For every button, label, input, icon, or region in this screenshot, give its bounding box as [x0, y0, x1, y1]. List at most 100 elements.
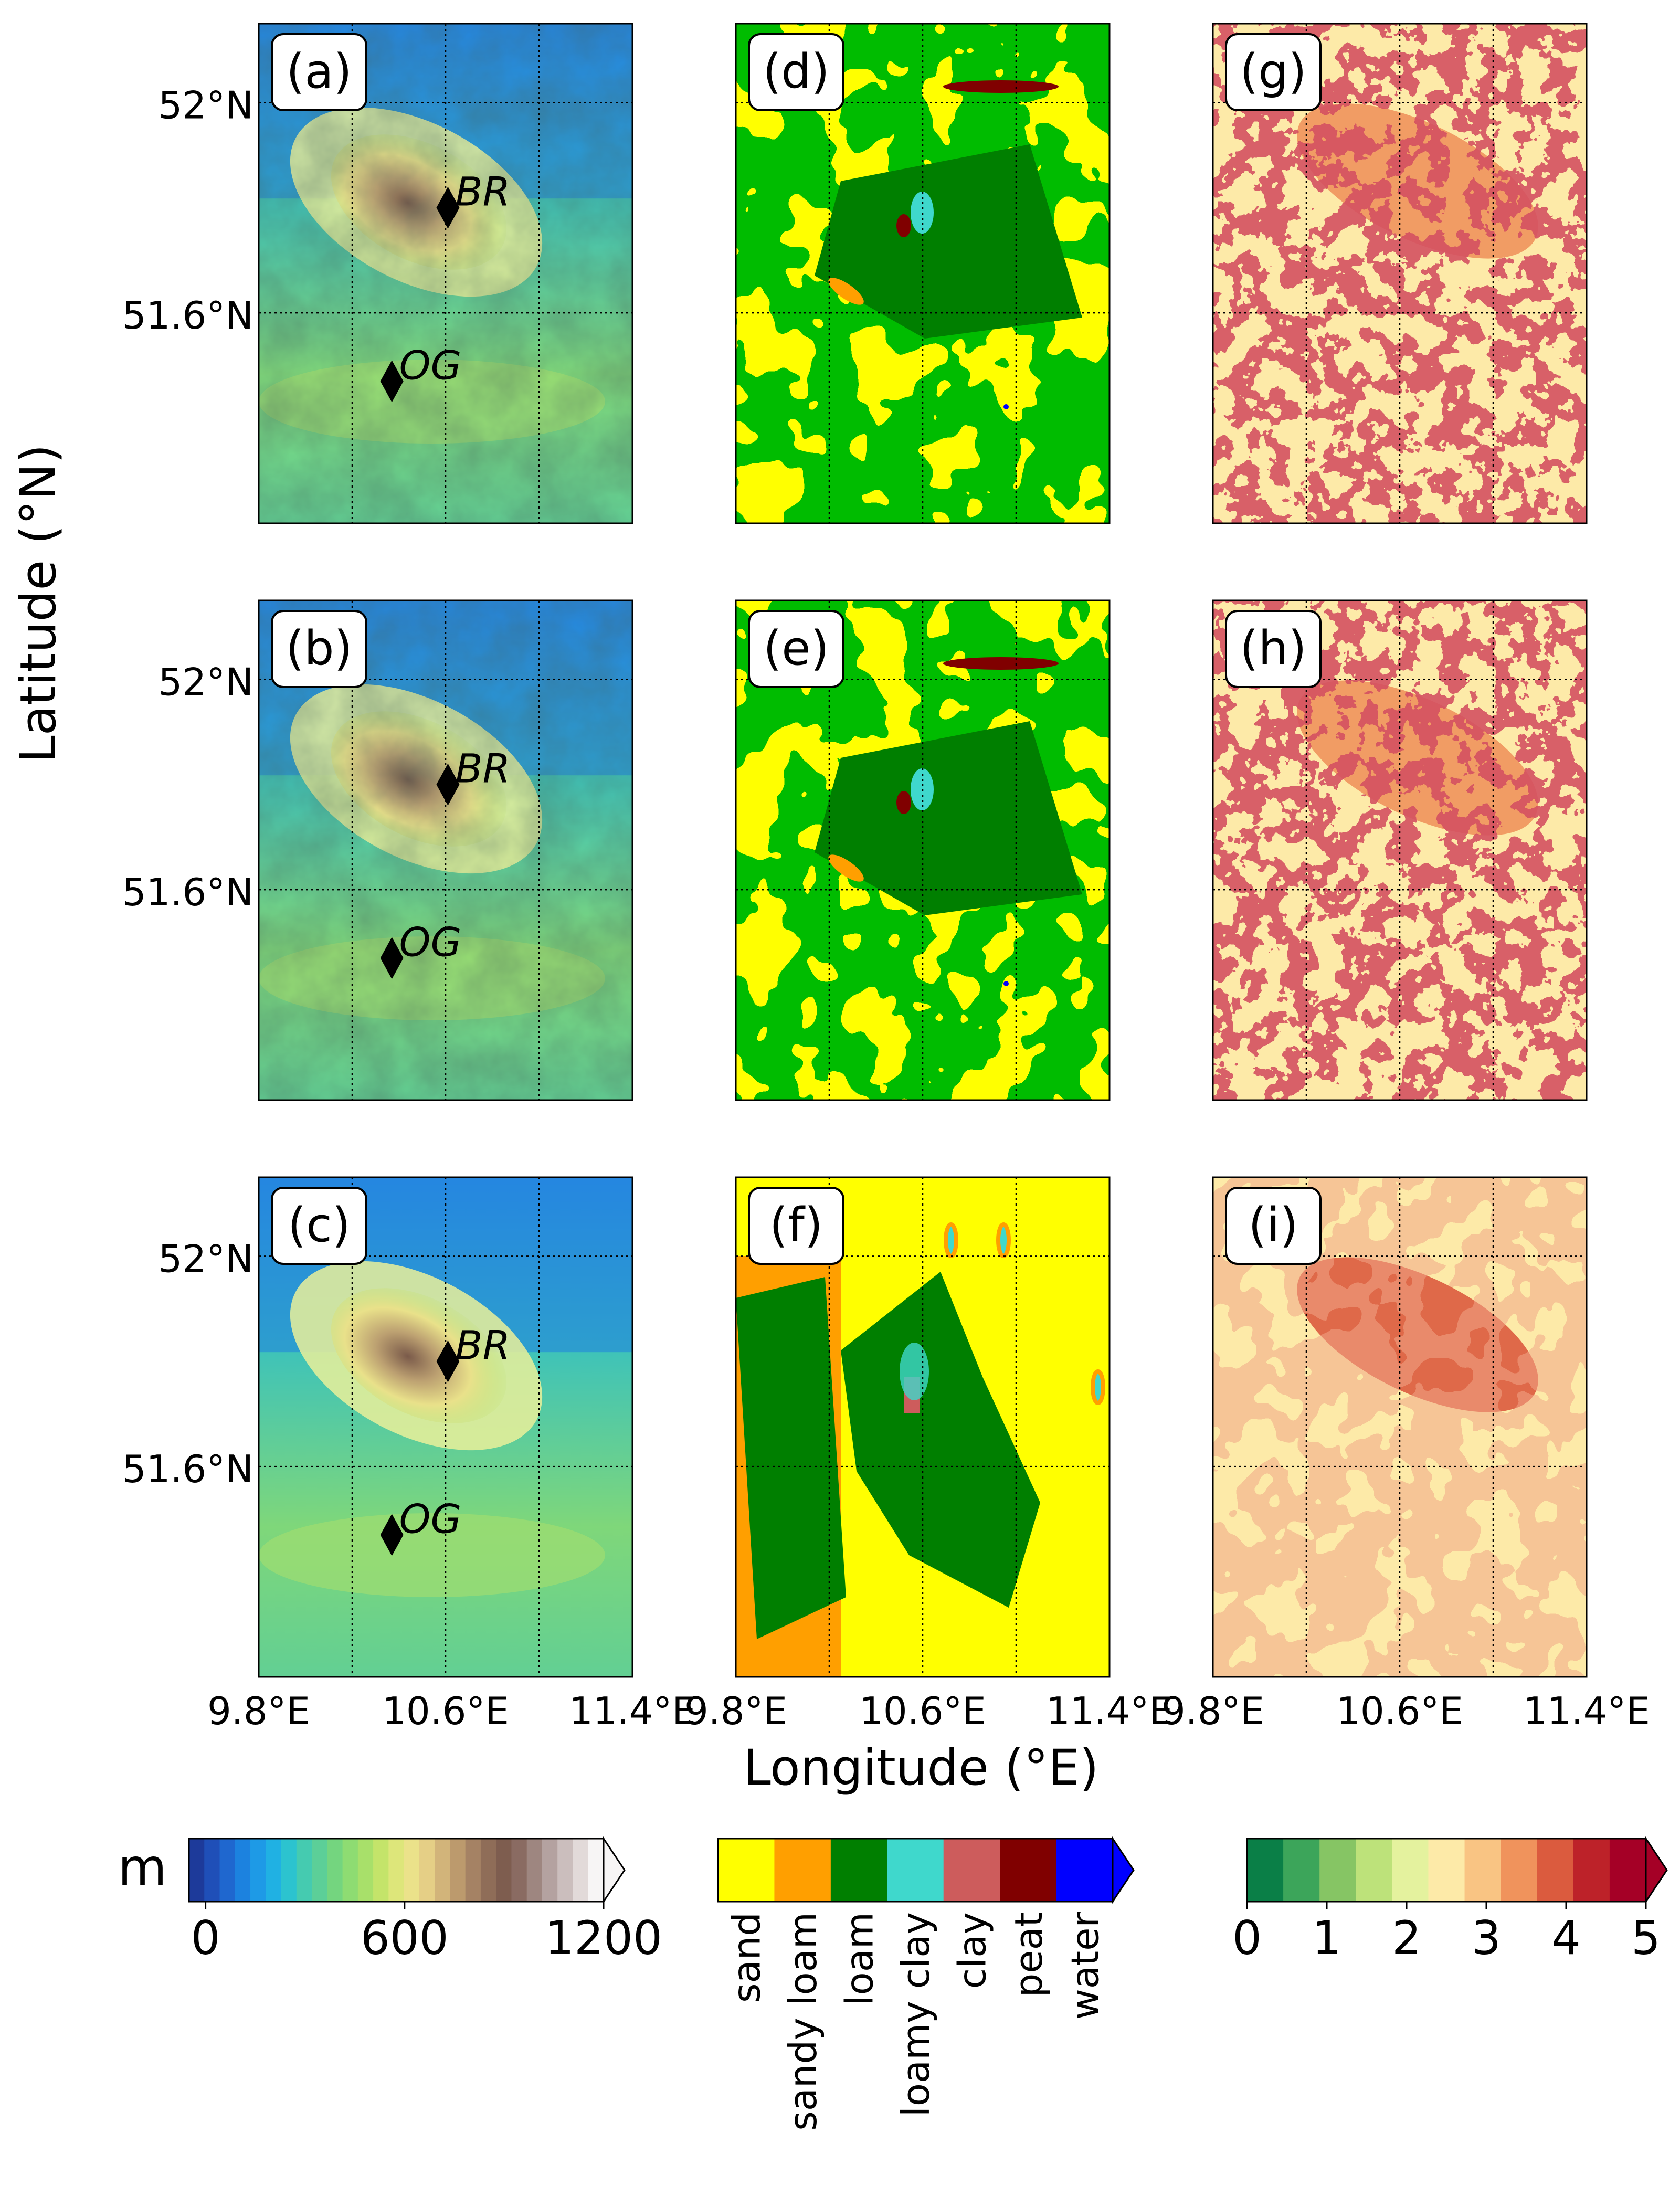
- soil-isolated-cell-1: [944, 1222, 958, 1258]
- panel-label-box: [1225, 1187, 1322, 1265]
- colorbar-swatch: [1501, 1839, 1538, 1902]
- colorbar-frame: [188, 1838, 605, 1903]
- lat-tick-label: 52°N: [159, 1237, 253, 1281]
- panel-map-field: [736, 1177, 1110, 1677]
- panel-frame: [258, 23, 633, 524]
- colorbar-swatch: [465, 1839, 481, 1902]
- colorbar-swatch: [480, 1839, 496, 1902]
- panel-label: (i): [1248, 1198, 1298, 1253]
- colorbar-swatch: [327, 1839, 343, 1902]
- colorbar-swatch: [219, 1839, 236, 1902]
- colorbar-swatch: [1392, 1839, 1429, 1902]
- colorbar-tick-label: 2: [1392, 1911, 1421, 1965]
- colorbar-frame: [1246, 1838, 1647, 1903]
- soil-peat-patch: [943, 80, 1059, 93]
- lon-tick-label: 11.4°E: [1523, 1689, 1650, 1733]
- colorbar-swatch: [1000, 1839, 1057, 1902]
- colorbar-swatch: [312, 1839, 327, 1902]
- colorbar-class-label: clay: [950, 1912, 994, 1989]
- lon-tick-label: 10.6°E: [859, 1689, 986, 1733]
- colorbar-tick-label: 4: [1551, 1911, 1581, 1965]
- colorbar-swatch: [1319, 1839, 1356, 1902]
- southern-hills: [259, 1513, 605, 1597]
- soil-isolated-cell-2: [996, 1222, 1011, 1258]
- site-marker-br: [436, 763, 460, 806]
- lat-tick-label: 51.6°N: [122, 870, 253, 914]
- lon-tick-label: 10.6°E: [1336, 1689, 1463, 1733]
- soil-sandy-loam-patch: [828, 278, 864, 305]
- site-label-og: OG: [399, 1495, 462, 1542]
- colorbar-swatch: [1573, 1839, 1610, 1902]
- panel-frame: [1212, 599, 1588, 1101]
- panel-map-field: [736, 600, 1110, 1100]
- soil-isolated-cell-3: [1091, 1369, 1105, 1405]
- lat-tick-label: 52°N: [159, 83, 253, 127]
- panel-label-box: [271, 1187, 367, 1265]
- soil-peat-small: [896, 214, 911, 237]
- site-label-og: OG: [399, 918, 462, 965]
- soil-peat-patch: [943, 657, 1059, 670]
- panel-g: (g): [1212, 23, 1588, 524]
- panel-label-box: [748, 1187, 844, 1265]
- harz-summit: [331, 1288, 507, 1423]
- colorbar-swatch: [1283, 1839, 1320, 1902]
- site-label-br: BR: [455, 1322, 510, 1369]
- panel-label: (c): [288, 1198, 351, 1253]
- soil-sandy-loam-patch: [828, 854, 864, 882]
- colorbar-extend-arrow: [1112, 1836, 1135, 1904]
- colorbar-swatch: [1056, 1839, 1113, 1902]
- colorbar-swatch: [388, 1839, 405, 1902]
- colorbar-swatch: [1609, 1839, 1646, 1902]
- lat-tick-label: 52°N: [159, 660, 253, 704]
- panel-b: (b) 52°N 51.6°N BR OG: [122, 599, 633, 1101]
- colorbar-swatch: [1247, 1839, 1284, 1902]
- site-label-br: BR: [455, 168, 510, 215]
- colorbar-swatch: [281, 1839, 297, 1902]
- colorbar-elevation: m0 600 1200: [118, 1836, 662, 1965]
- panel-d: (d): [735, 23, 1111, 524]
- lat-tick-label: 51.6°N: [122, 293, 253, 337]
- colorbar-soil: sand sandy loam loam loamy clay clay peat wate…: [717, 1836, 1135, 2131]
- colorbar-unit: m: [118, 1838, 167, 1897]
- panel-label: (g): [1240, 44, 1306, 99]
- panel-h: (h): [1212, 599, 1588, 1101]
- colorbar-swatch: [774, 1839, 831, 1902]
- colorbar-swatch: [404, 1839, 420, 1902]
- site-marker-br: [436, 1340, 460, 1382]
- colorbar-class-label: sand: [725, 1912, 769, 2003]
- colorbar-swatch: [435, 1839, 451, 1902]
- panel-frame: [1212, 23, 1588, 524]
- lon-tick-label: 10.6°E: [382, 1689, 509, 1733]
- colorbar-swatch: [342, 1839, 358, 1902]
- panel-a: (a) 52°N 51.6°N BR OG: [122, 23, 633, 524]
- panel-frame: [1212, 1176, 1588, 1678]
- colorbar-class-label: sandy loam: [781, 1912, 825, 2131]
- colorbar-tick-label: 0: [1232, 1911, 1262, 1965]
- colorbar-frame: [717, 1838, 1114, 1903]
- soil-loamy-clay-patch: [900, 1343, 929, 1400]
- site-marker-br: [436, 186, 460, 229]
- lon-tick-label: 9.8°E: [207, 1689, 310, 1733]
- lon-tick-label: 9.8°E: [1161, 1689, 1264, 1733]
- colorbar-swatch: [887, 1839, 944, 1902]
- colorbar-swatch: [718, 1839, 775, 1902]
- colorbar-tick-label: 3: [1472, 1911, 1501, 1965]
- colorbar-swatch: [588, 1839, 604, 1902]
- colorbar-swatch: [266, 1839, 282, 1902]
- panel-label-box: [1225, 33, 1322, 111]
- site-label-br: BR: [455, 745, 510, 792]
- y-axis-title: Latitude (°N): [10, 444, 67, 763]
- soil-loam-harz: [841, 1272, 1040, 1608]
- panel-label-box: [271, 33, 367, 111]
- site-marker-og: [380, 1514, 404, 1556]
- colorbar-swatch: [542, 1839, 558, 1902]
- soil-loam-harz: [815, 144, 1082, 339]
- soil-water-pixel: [1003, 404, 1009, 409]
- colorbar-swatch: [1464, 1839, 1502, 1902]
- colorbar-tick-label: 600: [361, 1911, 449, 1965]
- colorbar-extend-arrow: [603, 1836, 626, 1904]
- colorbar-swatch: [373, 1839, 389, 1902]
- panel-c: (c) 52°N 51.6°N BR OG 9.8°E 10.6°E 11.4°E: [122, 1176, 696, 1733]
